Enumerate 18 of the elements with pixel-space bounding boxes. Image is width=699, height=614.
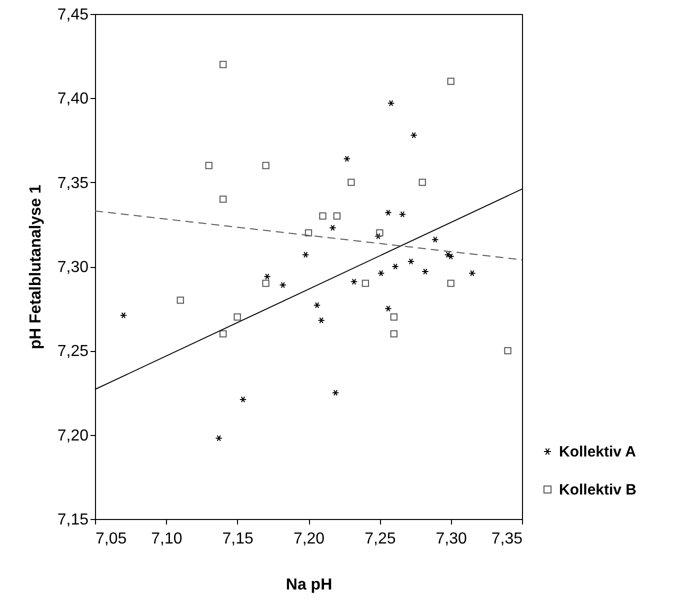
y-tick-label: 7,20 bbox=[57, 427, 89, 444]
y-tick-label: 7,25 bbox=[57, 343, 89, 360]
x-tick-label: 7,10 bbox=[151, 530, 182, 548]
y-tick-label: 7,15 bbox=[57, 512, 89, 528]
x-tick-label: 7,35 bbox=[491, 530, 523, 548]
x-tick-label: 7,30 bbox=[436, 530, 468, 548]
x-tick-label: 7,20 bbox=[293, 530, 325, 548]
y-tick-label: 7,30 bbox=[57, 259, 89, 276]
x-axis-title: Na pH bbox=[286, 576, 332, 594]
x-tick-label: 7,15 bbox=[222, 530, 254, 548]
y-tick-label: 7,35 bbox=[57, 174, 89, 192]
y-tick-label: 7,45 bbox=[57, 6, 89, 24]
x-tick-label: 7,05 bbox=[96, 530, 127, 548]
legend-label: Kollektiv B bbox=[559, 482, 637, 498]
x-tick-label: 7,25 bbox=[364, 530, 396, 548]
y-tick-label: 7,40 bbox=[57, 90, 89, 108]
y-axis-title: pH Fetalblutanalyse 1 bbox=[27, 184, 44, 350]
legend-label: Kollektiv A bbox=[559, 444, 636, 460]
